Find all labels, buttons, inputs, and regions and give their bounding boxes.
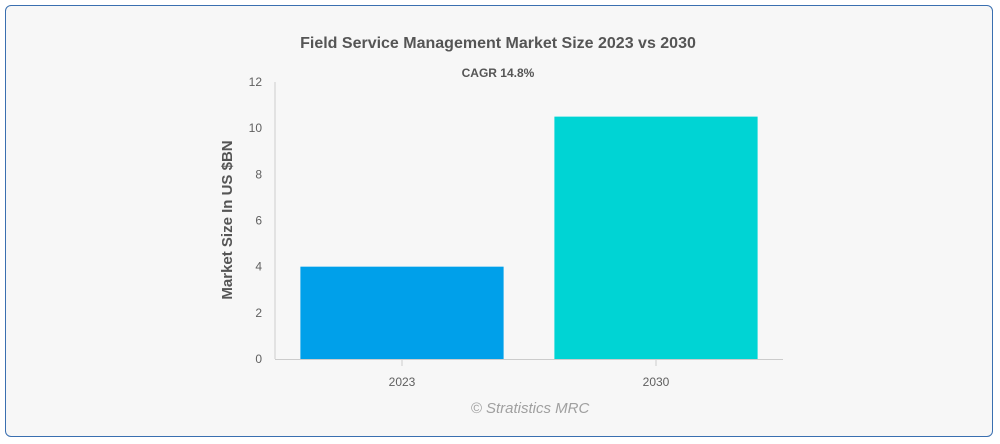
y-axis-label: Market Size In US $BN xyxy=(219,140,236,299)
y-tick-label: 4 xyxy=(255,260,262,274)
bars-group xyxy=(300,116,758,359)
bar-2023[interactable] xyxy=(300,266,504,359)
y-tick-label: 10 xyxy=(249,121,263,135)
x-tick-label-2030: 2030 xyxy=(643,375,670,389)
y-tick-label: 8 xyxy=(255,167,262,181)
x-axis: 2023 2030 xyxy=(275,359,783,389)
chart-credit: © Stratistics MRC xyxy=(471,400,590,417)
y-tick-label: 12 xyxy=(249,75,263,89)
chart-title: Field Service Management Market Size 202… xyxy=(300,35,696,52)
x-tick-label-2023: 2023 xyxy=(389,375,416,389)
chart-frame xyxy=(5,5,993,437)
bar-2030[interactable] xyxy=(554,116,758,359)
y-tick-label: 2 xyxy=(255,306,262,320)
y-tick-label: 0 xyxy=(255,352,262,366)
y-tick-label: 6 xyxy=(255,214,262,228)
chart-subtitle: CAGR 14.8% xyxy=(462,66,535,80)
y-axis: 0 2 4 6 8 10 12 xyxy=(249,75,276,366)
